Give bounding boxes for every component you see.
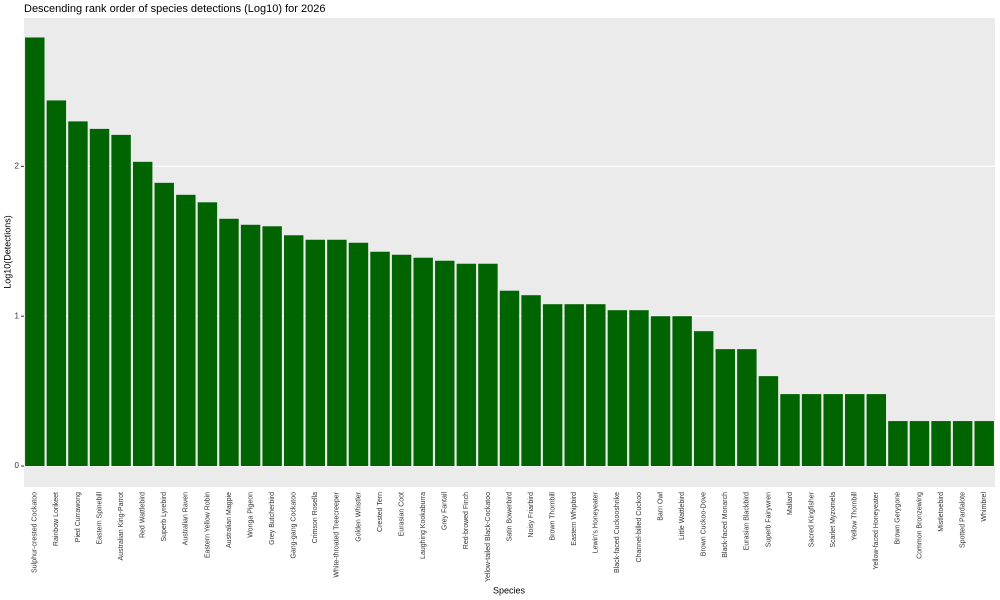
x-axis-label: Species [493,585,526,595]
x-tick-label: Spotted Pardalote [959,492,966,548]
x-tick-label: Crested Tern [377,492,384,532]
x-tick-label: Australian Magpie [226,492,233,548]
x-tick-label: Golden Whistler [355,491,362,541]
bar [974,421,994,467]
x-tick-label: Grey Butcherbird [269,492,276,545]
x-tick-label: Mallard [787,492,794,515]
bar [521,295,541,467]
x-tick-label: Yellow-tailed Black-Cockatoo [485,492,492,582]
x-tick-label: Black-faced Monarch [722,492,729,558]
bar [758,376,779,467]
bar [909,421,930,467]
bar [780,394,800,467]
x-tick-label: Noisy Friarbird [528,492,535,538]
chart-title: Descending rank order of species detecti… [24,3,325,15]
x-tick-label: Laughing Kookaburra [420,492,427,559]
y-tick-label: 1 [15,311,20,320]
bar [219,218,239,467]
x-tick-label: Crimson Rosella [312,492,319,543]
x-tick-label: Yellow-faced Honeyeater [873,491,880,569]
x-tick-label: Black-faced Cuckooshrike [614,492,621,573]
bar [650,316,671,467]
x-tick-label: Satin Bowerbird [506,492,513,542]
bar [607,310,628,467]
bar [888,421,908,467]
x-tick-label: Little Wattlebird [679,492,686,540]
bar [478,263,498,467]
bar [866,394,887,467]
bar [89,128,110,467]
x-tick-label: Pied Currawong [75,492,82,542]
bar [952,421,973,467]
bar [672,316,692,467]
bar [284,235,304,467]
y-tick-label: 2 [15,161,20,170]
x-tick-label: Superb Lyrebird [161,492,168,542]
bar [25,37,45,467]
x-tick-label: Eurasian Blackbird [744,492,751,550]
x-tick-label: Australian Raven [183,492,190,545]
bar [132,161,153,467]
bar [391,254,412,467]
x-tick-label: Common Bronzewing [916,492,923,559]
x-tick-label: Eastern Whipbird [571,492,578,546]
bar [586,304,606,467]
x-tick-label: Red-browed Finch [463,492,470,549]
bar [111,134,131,467]
bar [305,239,326,467]
y-tick-label: 0 [15,461,20,470]
bar [154,182,174,467]
x-tick-label: Gang-gang Cockatoo [291,492,298,559]
x-tick-label: Whimbrel [981,492,988,522]
x-tick-label: Channel-billed Cuckoo [636,492,643,563]
bar [931,421,951,467]
x-tick-label: Barn Owl [657,492,664,521]
x-tick-label: Eastern Spinebill [96,492,103,545]
bar [327,239,347,467]
bar [456,263,477,467]
bar [435,260,455,467]
bar [693,331,714,467]
x-tick-label: Brown Thornbill [549,492,556,541]
x-tick-label: White-throated Treecreeper [334,491,341,577]
x-tick-label: Lewin's Honeyeater [593,491,600,553]
bar [262,226,282,467]
x-tick-label: Brown Gerygone [895,492,902,545]
x-tick-label: Rainbow Lorikeet [53,492,60,546]
x-tick-label: Eastern Yellow Robin [204,492,211,558]
bar [197,202,218,467]
x-tick-label: Brown Cuckoo-Dove [701,492,708,556]
x-tick-label: Wonga Pigeon [247,492,254,538]
bar [564,304,584,467]
bar [370,251,390,467]
bar [737,349,757,467]
x-tick-label: Sacred Kingfisher [808,491,815,547]
x-tick-label: Mistletoebird [938,492,945,532]
x-tick-label: Red Wattlebird [140,492,147,538]
bar [823,394,843,467]
x-tick-label: Eurasian Coot [398,492,405,536]
bar [176,194,196,467]
bar [240,224,261,467]
y-axis-label: Log10(Detections) [2,215,12,289]
x-tick-label: Yellow Thornbill [852,492,859,541]
x-tick-label: Scarlet Myzomela [830,492,837,548]
bar [845,394,865,467]
x-tick-label: Superb Fairywren [765,492,772,547]
x-tick-label: Australian King-Parrot [118,492,125,561]
x-tick-label: Grey Fantail [442,492,449,531]
bar [348,242,369,467]
bar [715,349,735,467]
bar [801,394,822,467]
bar [629,310,649,467]
bar [46,100,67,467]
x-tick-label: Sulphur-crested Cockatoo [32,492,39,573]
bar [68,121,88,467]
bar [413,257,433,467]
bar [542,304,563,467]
bar [499,290,520,467]
